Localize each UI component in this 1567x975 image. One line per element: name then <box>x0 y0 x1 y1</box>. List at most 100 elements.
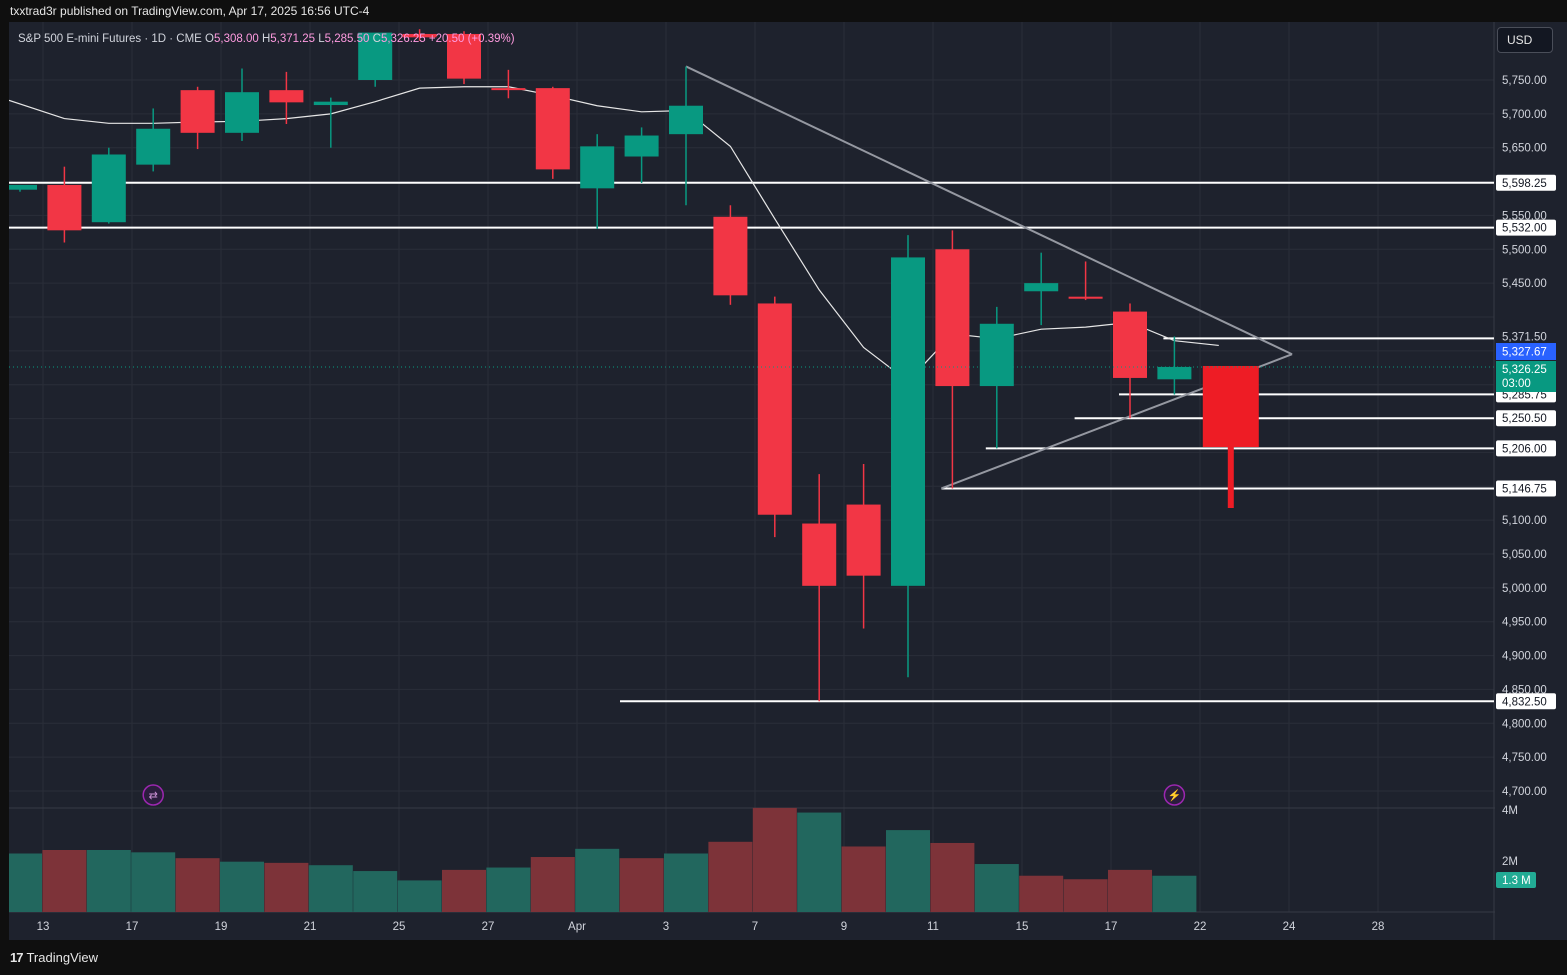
price-label-bg <box>1496 343 1556 360</box>
price-tick-label: 5,100.00 <box>1502 515 1547 527</box>
time-tick-label: 21 <box>304 921 317 933</box>
volume-bar <box>264 862 309 912</box>
time-tick-label: 15 <box>1016 921 1029 933</box>
price-label-bg <box>1496 361 1556 392</box>
volume-bar <box>353 871 398 912</box>
symbol-legend: S&P 500 E-mini Futures · 1D · CME O5,308… <box>18 33 515 45</box>
chart-frame[interactable]: ⇄ ⚡ 5,750.00 5,700.00 5,650.00 5,550.00 5,500.… <box>0 22 1567 940</box>
candle-body <box>580 146 615 189</box>
time-tick-label: 22 <box>1194 921 1207 933</box>
price-tick-label: 5,750.00 <box>1502 75 1547 87</box>
candle-body <box>624 135 659 157</box>
price-tick-label: 4,700.00 <box>1502 786 1547 798</box>
time-tick-label: 17 <box>126 921 139 933</box>
volume-current-bg <box>1496 872 1536 888</box>
candle-body <box>846 504 881 576</box>
volume-bar <box>886 830 930 912</box>
volume-bar <box>841 846 886 912</box>
volume-bar <box>397 880 442 912</box>
candle-body <box>1157 366 1192 380</box>
candle-body <box>1024 283 1059 292</box>
candle-body <box>757 303 792 515</box>
level-label-bg <box>1496 693 1556 710</box>
volume-current-label: 1.3 M <box>1502 875 1531 887</box>
candle-body <box>891 257 925 586</box>
price-tick-label: 5,550.00 <box>1502 210 1547 222</box>
price-label: 5,326.25 <box>1502 364 1547 376</box>
volume-bar <box>442 869 486 912</box>
candle-body <box>1202 365 1259 448</box>
volume-bar <box>0 853 42 912</box>
level-label: 5,250.50 <box>1502 413 1547 425</box>
level-label-bg <box>1496 480 1556 497</box>
candle-body <box>669 105 703 135</box>
volume-bar <box>930 842 975 912</box>
event-marker-lightning-glyph: ⚡ <box>1168 789 1182 802</box>
legend-part: O <box>205 33 214 45</box>
volume-bar <box>619 858 664 912</box>
candle-body <box>535 88 570 170</box>
time-tick-label: 9 <box>841 921 847 933</box>
currency-button[interactable]: USD <box>1497 27 1553 53</box>
volume-bar <box>220 861 264 912</box>
candle-body <box>1113 311 1147 378</box>
grid-lines <box>9 22 1494 912</box>
level-label: 5,206.00 <box>1502 443 1547 455</box>
candle-body <box>136 128 171 165</box>
volume-bar <box>575 848 620 912</box>
legend-part: L <box>318 33 325 45</box>
time-tick-label: 28 <box>1372 921 1385 933</box>
time-tick-label: 19 <box>215 921 228 933</box>
countdown-label: 03:00 <box>1502 378 1531 390</box>
time-tick-label: 3 <box>663 921 669 933</box>
candle-body <box>47 184 82 231</box>
volume-bar <box>1108 869 1152 912</box>
candle-body <box>180 90 215 133</box>
legend-part: 5,371.25 <box>270 33 318 45</box>
time-tick-label: 17 <box>1105 921 1118 933</box>
price-tick-label: 5,500.00 <box>1502 244 1547 256</box>
legend-part: S&P 500 E-mini Futures · 1D · CME <box>18 33 205 45</box>
level-label: 5,146.75 <box>1502 483 1547 495</box>
publisher-bar: txxtrad3r published on TradingView.com, … <box>0 0 1567 22</box>
price-tick-label: 5,000.00 <box>1502 583 1547 595</box>
volume-bar <box>974 864 1019 912</box>
candle-body <box>447 33 481 79</box>
volume-tick-label: 2M <box>1502 856 1518 868</box>
candle-body <box>3 184 37 190</box>
time-tick-label: 25 <box>393 921 406 933</box>
moving-average-line <box>8 86 1219 383</box>
tradingview-logo[interactable]: 17 TradingView <box>10 950 98 965</box>
price-tick-label: 5,700.00 <box>1502 109 1547 121</box>
price-label: 5,327.67 <box>1502 347 1547 359</box>
legend-part: H <box>262 33 270 45</box>
volume-bar <box>530 857 575 912</box>
candle-body <box>91 154 126 223</box>
level-label: 4,832.50 <box>1502 696 1547 708</box>
volume-bar <box>752 807 797 912</box>
time-tick-label: 13 <box>37 921 50 933</box>
volume-bar <box>708 841 753 912</box>
volume-tick-label: 4M <box>1502 805 1518 817</box>
volume-bar <box>42 849 87 912</box>
level-label: 5,532.00 <box>1502 223 1547 235</box>
volume-bar <box>1063 879 1108 912</box>
candle-body <box>269 90 304 103</box>
volume-bar <box>664 853 708 912</box>
price-tick-label: 5,450.00 <box>1502 278 1547 290</box>
footer-bar: 17 TradingView <box>0 940 1567 975</box>
candle-body <box>935 249 970 387</box>
candlestick-chart[interactable]: ⇄ ⚡ 5,750.00 5,700.00 5,650.00 5,550.00 5,500.… <box>0 22 1567 940</box>
level-label-bg <box>1496 219 1556 236</box>
legend-part: +20.50 (+0.39%) <box>429 33 515 45</box>
price-tick-label: 4,900.00 <box>1502 651 1547 663</box>
level-label: 5,285.75 <box>1502 389 1547 401</box>
time-tick-label: 11 <box>927 921 939 933</box>
tradingview-brand: TradingView <box>26 950 99 965</box>
volume-bar <box>131 852 176 912</box>
time-tick-label: 27 <box>482 921 495 933</box>
level-label: 5,598.25 <box>1502 178 1547 190</box>
volume-bar <box>86 849 131 912</box>
candle-body <box>713 216 748 296</box>
publisher-text: txxtrad3r published on TradingView.com, … <box>10 4 370 18</box>
